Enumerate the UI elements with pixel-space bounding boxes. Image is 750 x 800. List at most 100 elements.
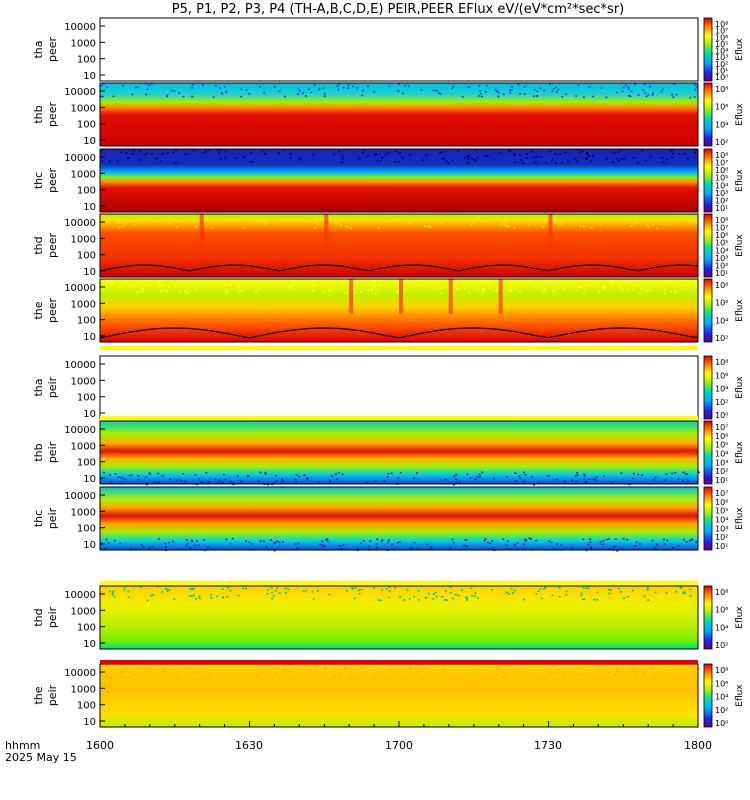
noise-pixel xyxy=(425,154,428,156)
noise-pixel xyxy=(192,149,195,152)
heatmap-field xyxy=(100,664,698,727)
noise-pixel xyxy=(464,539,467,541)
noise-pixel xyxy=(345,292,348,295)
y-tick-label: 10000 xyxy=(64,283,96,294)
noise-pixel xyxy=(257,480,260,483)
colorbar-tick-label: 10² xyxy=(715,533,728,542)
noise-pixel xyxy=(654,591,657,593)
noise-pixel xyxy=(379,599,382,602)
noise-pixel xyxy=(623,597,626,599)
noise-pixel xyxy=(473,159,476,161)
noise-pixel xyxy=(321,544,324,546)
noise-pixel xyxy=(551,90,554,92)
noise-pixel xyxy=(176,226,179,229)
noise-pixel xyxy=(218,149,221,151)
noise-pixel xyxy=(259,540,262,542)
noise-pixel xyxy=(193,668,196,670)
noise-pixel xyxy=(564,93,567,96)
noise-pixel xyxy=(552,290,555,292)
noise-pixel xyxy=(229,669,232,672)
colorbar-tick-label: 10⁶ xyxy=(715,498,728,507)
noise-pixel xyxy=(523,471,525,474)
noise-pixel xyxy=(544,586,547,589)
noise-pixel xyxy=(695,86,698,88)
noise-pixel xyxy=(510,588,513,590)
noise-pixel xyxy=(140,290,143,293)
noise-pixel xyxy=(221,596,224,599)
noise-pixel xyxy=(377,227,380,230)
noise-pixel xyxy=(628,94,631,97)
noise-pixel xyxy=(525,157,528,159)
noise-pixel xyxy=(280,480,283,483)
noise-pixel xyxy=(580,666,583,669)
noise-pixel xyxy=(140,219,143,221)
noise-pixel xyxy=(150,594,153,597)
noise-pixel xyxy=(186,292,188,294)
noise-pixel xyxy=(441,286,444,288)
colorbar-tick-label: 10⁸ xyxy=(715,216,728,225)
noise-pixel xyxy=(539,87,542,90)
noise-pixel xyxy=(373,587,376,589)
noise-pixel xyxy=(240,95,243,98)
noise-pixel xyxy=(656,544,659,546)
noise-pixel xyxy=(548,540,551,542)
x-tick-label: 1630 xyxy=(235,739,263,752)
noise-pixel xyxy=(264,153,266,155)
noise-pixel xyxy=(524,474,527,476)
noise-pixel xyxy=(552,88,555,90)
noise-pixel xyxy=(421,159,424,161)
noise-pixel xyxy=(685,541,688,543)
noise-pixel xyxy=(497,91,500,94)
noise-pixel xyxy=(497,287,499,289)
noise-pixel xyxy=(671,93,674,96)
noise-pixel xyxy=(162,671,165,673)
noise-pixel xyxy=(139,586,142,588)
colorbar xyxy=(703,278,713,343)
noise-pixel xyxy=(174,284,177,287)
noise-pixel xyxy=(264,471,267,474)
noise-pixel xyxy=(229,480,232,483)
noise-pixel xyxy=(532,156,535,159)
noise-pixel xyxy=(341,157,344,160)
noise-pixel xyxy=(609,221,612,223)
noise-pixel xyxy=(105,538,108,541)
colorbar-tick-label: 10⁴ xyxy=(715,120,728,129)
noise-pixel xyxy=(585,481,588,483)
noise-pixel xyxy=(434,591,437,594)
noise-pixel xyxy=(537,590,540,592)
noise-pixel xyxy=(455,665,458,667)
colorbar-label: Eflux xyxy=(735,684,745,707)
noise-pixel xyxy=(620,288,623,291)
noise-pixel xyxy=(677,478,680,480)
noise-pixel xyxy=(483,540,486,542)
noise-pixel xyxy=(514,480,517,482)
noise-pixel xyxy=(695,666,698,669)
noise-pixel xyxy=(378,214,381,216)
noise-pixel xyxy=(466,599,468,601)
y-tick-label: 100 xyxy=(77,623,96,634)
potential-line xyxy=(99,264,699,272)
noise-pixel xyxy=(338,150,341,153)
noise-pixel xyxy=(627,88,630,90)
noise-pixel xyxy=(373,285,376,288)
panel-thb-peir: 10000 1000 100 10 thb peir 10⁷10⁶10⁵10⁴10³10²1… xyxy=(32,420,745,486)
noise-pixel xyxy=(482,288,485,291)
noise-pixel xyxy=(169,478,172,481)
colorbar-label: Eflux xyxy=(735,38,745,61)
noise-pixel xyxy=(517,83,520,86)
noise-pixel xyxy=(289,153,292,155)
plot-frame xyxy=(99,585,699,650)
noise-pixel xyxy=(208,149,211,151)
noise-pixel xyxy=(120,221,123,224)
enhancement-streak xyxy=(349,279,354,314)
noise-pixel xyxy=(632,289,634,291)
noise-pixel xyxy=(232,672,235,674)
noise-pixel xyxy=(100,542,103,544)
colorbar-tick-label: 10² xyxy=(715,398,728,407)
noise-pixel xyxy=(509,290,512,292)
noise-pixel xyxy=(609,281,612,284)
noise-pixel xyxy=(347,84,350,86)
noise-pixel xyxy=(358,157,361,160)
noise-pixel xyxy=(519,291,522,293)
y-tick-label: 10 xyxy=(83,202,96,213)
